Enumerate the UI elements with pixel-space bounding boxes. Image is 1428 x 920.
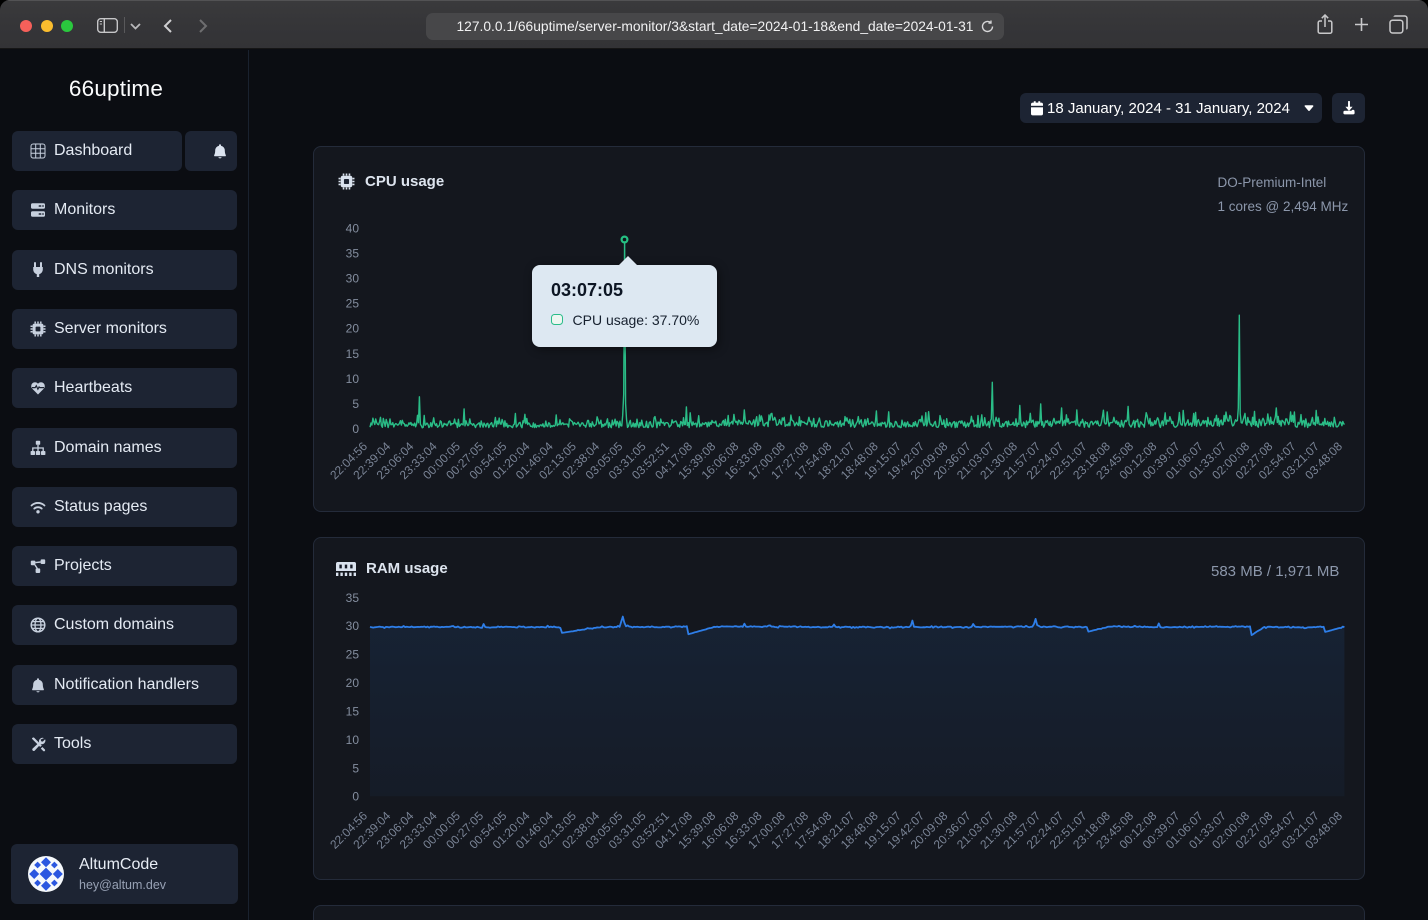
- svg-text:30: 30: [346, 272, 360, 286]
- svg-text:0: 0: [352, 790, 359, 804]
- svg-text:15: 15: [346, 347, 360, 361]
- svg-text:20: 20: [346, 676, 360, 690]
- svg-text:10: 10: [346, 733, 360, 747]
- svg-text:20: 20: [346, 322, 360, 336]
- svg-text:40: 40: [346, 222, 360, 236]
- svg-text:0: 0: [352, 422, 359, 436]
- svg-text:30: 30: [346, 619, 360, 633]
- svg-text:15: 15: [346, 704, 360, 718]
- svg-text:35: 35: [346, 591, 360, 605]
- svg-text:25: 25: [346, 297, 360, 311]
- svg-text:35: 35: [346, 247, 360, 261]
- svg-text:5: 5: [352, 761, 359, 775]
- svg-text:25: 25: [346, 648, 360, 662]
- svg-text:5: 5: [352, 397, 359, 411]
- svg-text:10: 10: [346, 372, 360, 386]
